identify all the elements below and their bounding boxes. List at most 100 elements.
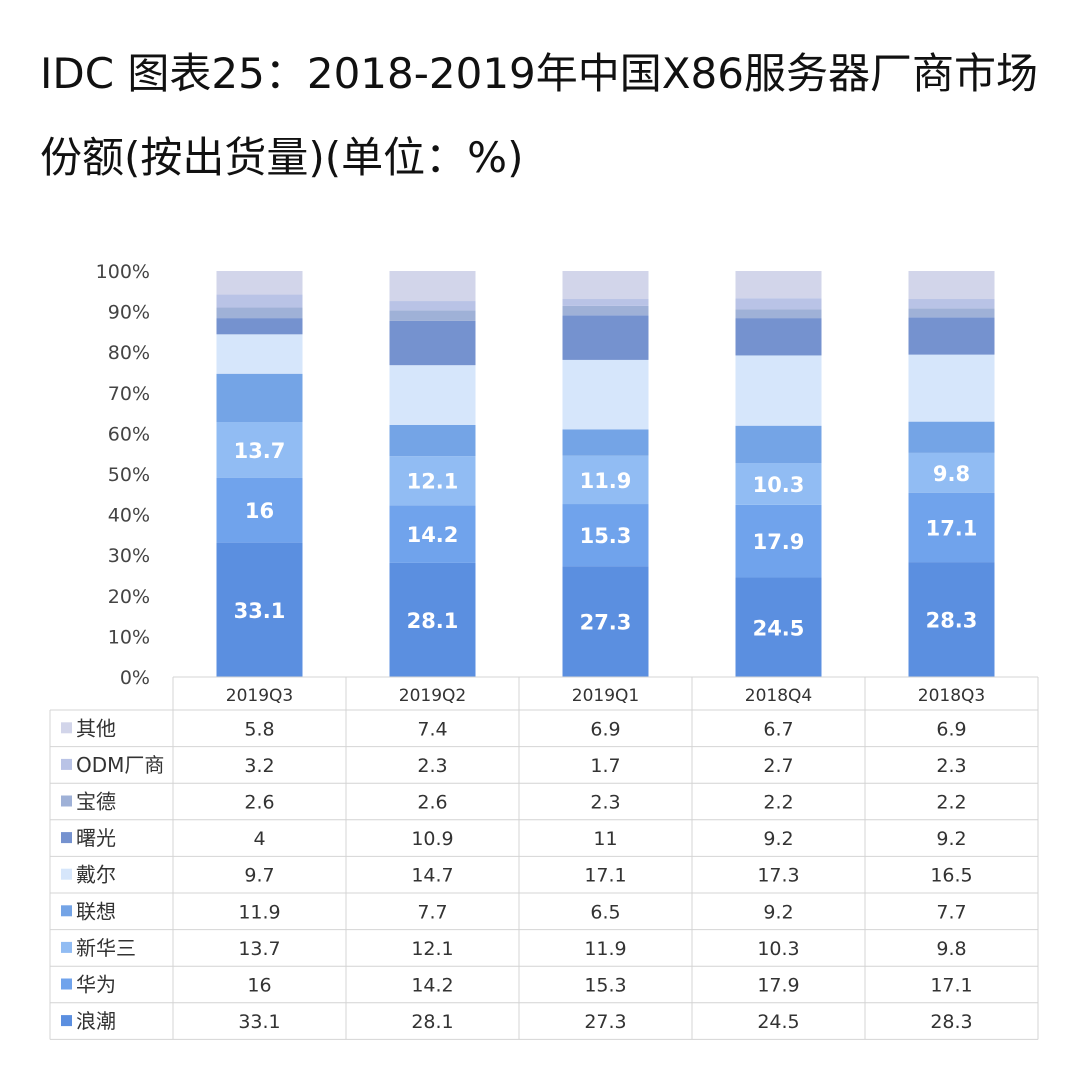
bar-segment	[908, 299, 995, 309]
bar-segment	[216, 307, 303, 319]
y-tick-label: 10%	[108, 626, 150, 648]
table-cell: 17.1	[584, 865, 626, 887]
bar-data-label: 9.8	[933, 462, 970, 486]
bar-segment	[389, 365, 476, 425]
legend-series-name: 华为	[76, 973, 116, 997]
table-cell: 2.6	[417, 792, 447, 814]
bar-segment	[389, 271, 476, 302]
bar-segment	[562, 429, 649, 456]
y-tick-label: 80%	[108, 342, 150, 364]
table-cell: 27.3	[584, 1011, 626, 1033]
legend-series-name: 其他	[76, 716, 116, 740]
bar-segment	[735, 271, 822, 299]
legend-key	[61, 905, 72, 917]
bar-segment	[389, 320, 476, 366]
bar-data-label: 13.7	[234, 439, 286, 463]
legend-series-name: 新华三	[76, 936, 136, 960]
table-cell: 9.2	[936, 828, 966, 850]
bar-segment	[908, 492, 995, 563]
bar-segment	[216, 334, 303, 374]
table-cell: 17.1	[930, 975, 972, 997]
table-cell: 7.7	[417, 901, 447, 923]
bar-data-label: 28.3	[926, 609, 978, 633]
legend-key	[61, 978, 72, 990]
table-cell: 5.8	[244, 718, 274, 740]
legend-key	[61, 795, 72, 807]
table-cell: 6.9	[590, 718, 620, 740]
bar-segment	[908, 562, 995, 677]
table-cell: 28.3	[930, 1011, 972, 1033]
table-cell: 2.2	[936, 792, 966, 814]
table-cell: 2.3	[590, 792, 620, 814]
bar-segment	[735, 298, 822, 310]
bar-data-label: 33.1	[234, 599, 286, 623]
legend-key	[61, 868, 72, 880]
bar-segment	[389, 562, 476, 677]
bar-data-label: 27.3	[580, 611, 632, 635]
table-cell: 6.5	[590, 901, 620, 923]
table-cell: 24.5	[757, 1011, 799, 1033]
table-cell: 2.3	[417, 755, 447, 777]
table-cell: 33.1	[238, 1011, 280, 1033]
table-cell: 3.2	[244, 755, 274, 777]
legend-key	[61, 758, 72, 770]
table-cell: 7.7	[936, 901, 966, 923]
legend-series-name: ODM厂商	[76, 753, 164, 777]
table-cell: 10.9	[411, 828, 453, 850]
table-cell: 17.9	[757, 975, 799, 997]
bar-segment	[908, 271, 995, 300]
bar-segment	[216, 373, 303, 423]
table-cell: 11	[593, 828, 617, 850]
bar-segment	[216, 318, 303, 335]
x-category-label: 2019Q3	[226, 686, 293, 706]
bar-segment	[908, 421, 995, 453]
y-tick-label: 60%	[108, 423, 150, 445]
bar-segment	[562, 315, 649, 360]
bar-segment	[735, 504, 822, 578]
table-cell: 10.3	[757, 938, 799, 960]
bar-segment	[216, 294, 303, 308]
y-tick-label: 100%	[96, 261, 150, 283]
bar-segment	[562, 271, 649, 300]
y-tick-label: 0%	[120, 667, 150, 689]
table-cell: 9.7	[244, 865, 274, 887]
bar-segment	[216, 477, 303, 543]
bar-segment	[562, 305, 649, 316]
table-cell: 17.3	[757, 865, 799, 887]
y-tick-label: 40%	[108, 505, 150, 527]
legend-series-name: 宝德	[76, 790, 116, 814]
x-category-label: 2019Q2	[399, 686, 466, 706]
bar-data-label: 14.2	[407, 523, 459, 547]
table-cell: 12.1	[411, 938, 453, 960]
x-category-label: 2019Q1	[572, 686, 639, 706]
table-cell: 4	[253, 828, 265, 850]
bar-data-label: 24.5	[753, 616, 805, 640]
bar-segment	[389, 301, 476, 311]
bar-segment	[562, 455, 649, 505]
legend-key	[61, 722, 72, 734]
bar-data-label: 15.3	[580, 524, 632, 548]
legend-key	[61, 832, 72, 844]
table-cell: 2.7	[763, 755, 793, 777]
y-tick-label: 20%	[108, 586, 150, 608]
bar-segment	[389, 424, 476, 457]
bar-segment	[735, 577, 822, 677]
bar-data-label: 28.1	[407, 609, 459, 633]
table-cell: 6.9	[936, 718, 966, 740]
table-cell: 14.2	[411, 975, 453, 997]
bar-data-label: 10.3	[753, 473, 805, 497]
y-tick-label: 50%	[108, 464, 150, 486]
table-cell: 7.4	[417, 718, 447, 740]
bar-segment	[216, 542, 303, 677]
table-cell: 2.2	[763, 792, 793, 814]
table-cell: 15.3	[584, 975, 626, 997]
bar-segment	[735, 425, 822, 464]
bar-segment	[389, 505, 476, 563]
table-cell: 13.7	[238, 938, 280, 960]
bar-segment	[735, 318, 822, 356]
bar-segment	[562, 566, 649, 677]
table-cell: 16.5	[930, 865, 972, 887]
bar-data-label: 17.9	[753, 530, 805, 554]
bar-segment	[908, 317, 995, 355]
